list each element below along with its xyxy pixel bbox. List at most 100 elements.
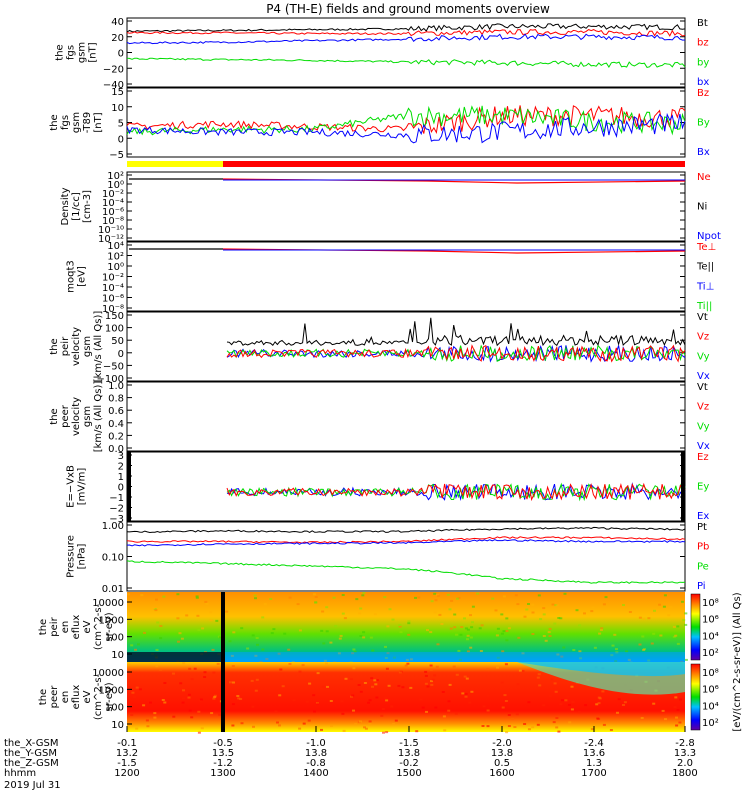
- legend-Ey: Ey: [697, 482, 709, 493]
- xtick-label: 13.8: [398, 748, 420, 759]
- xtick-label: -2.4: [584, 738, 604, 749]
- ytick-label: 10⁻⁶: [102, 294, 124, 305]
- series-Bt: [126, 23, 686, 33]
- svg-text:[nT]: [nT]: [93, 112, 104, 132]
- xtick-label: -2.0: [492, 738, 512, 749]
- series-Pt: [126, 526, 686, 534]
- ytick-label: 0.8: [108, 394, 124, 405]
- svg-text:the: the: [55, 44, 66, 60]
- xtick-label: -1.5: [399, 738, 419, 749]
- ytick-label: 0: [118, 49, 124, 60]
- legend-Te||: Te||: [696, 262, 714, 273]
- series-Pb: [126, 536, 686, 544]
- legend-Vx: Vx: [697, 441, 710, 452]
- panel-pressure: 1.00 0.10 0.01 Pressure [nPa] Pt Pb Pe Pi: [66, 521, 710, 595]
- svg-text:eflux: eflux: [71, 685, 82, 710]
- series-efield-2: [226, 482, 686, 502]
- colorbar-tick: 10⁶: [702, 615, 719, 626]
- series-by: [126, 57, 686, 68]
- xtick-label: 13.5: [212, 748, 234, 759]
- svg-text:the: the: [49, 114, 60, 130]
- legend-Ni: Ni: [697, 202, 707, 213]
- colorbar-tick: 10⁶: [702, 685, 719, 696]
- legend-Vt: Vt: [697, 312, 708, 323]
- svg-text:gsm: gsm: [82, 336, 93, 357]
- peer-eflux-data-gap: [221, 662, 225, 732]
- colorbar-tick: 10²: [702, 718, 719, 729]
- ytick-label: −40: [103, 80, 124, 91]
- svg-text:the: the: [49, 408, 60, 424]
- ylabel-efield: E=−VxB [mV/m]: [66, 465, 88, 508]
- xaxis-row-name: the_Y-GSM: [4, 748, 57, 759]
- legend-Bx: Bx: [697, 147, 710, 158]
- ytick-label: 3: [118, 451, 124, 462]
- legend-Vz: Vz: [697, 402, 709, 413]
- ytick-label: 10⁻¹⁰: [98, 225, 124, 236]
- legend-Ne: Ne: [697, 172, 711, 183]
- xtick-label: -0.5: [213, 738, 233, 749]
- svg-text:Pressure: Pressure: [66, 535, 77, 578]
- ytick-label: 10⁻⁴: [102, 198, 124, 209]
- xtick-label: 13.2: [116, 748, 138, 759]
- ytick-label: 10⁻⁸: [102, 304, 124, 315]
- ylabel-fgs-dsl: the fgs gsm -T89 [nT]: [49, 112, 104, 134]
- peir-eflux-spectrogram: [127, 592, 685, 662]
- ytick-label: 1000: [99, 615, 124, 626]
- ytick-label: 10⁰: [107, 262, 124, 273]
- svg-text:(cm^2-s-: (cm^2-s-: [93, 603, 104, 650]
- panel-fgs-gsm: 40 20 0 −20 −40 the fgs gsm [nT] Bt bz by bx: [55, 17, 710, 91]
- ytick-label: −20: [103, 64, 124, 75]
- xtick-label: -2.8: [675, 738, 695, 749]
- ytick-label: 10⁻²: [102, 189, 124, 200]
- ytick-label: 0: [118, 134, 124, 145]
- ytick-label: 10⁻¹²: [98, 234, 124, 245]
- ytick-label: 100: [105, 324, 124, 335]
- ytick-label: 10²: [107, 171, 124, 182]
- panel-density: 10²10⁰10⁻²10⁻⁴10⁻⁶10⁻⁸10⁻¹⁰10⁻¹²Density[…: [60, 171, 721, 245]
- svg-text:Density: Density: [60, 187, 71, 225]
- svg-text:peer: peer: [49, 685, 60, 709]
- legend-by: by: [697, 57, 709, 68]
- svg-text:E=−VxB: E=−VxB: [66, 465, 77, 508]
- series-peir-velocity-2: [226, 344, 686, 363]
- legend-Ti||: Ti||: [696, 301, 712, 312]
- svg-text:-T89: -T89: [82, 112, 93, 134]
- svg-text:en: en: [60, 691, 71, 704]
- svg-text:velocity: velocity: [71, 327, 82, 366]
- ytick-label: 0.10: [102, 553, 124, 564]
- ytick-label: −1: [109, 493, 124, 504]
- xtick-label: -1.0: [306, 738, 326, 749]
- legend-Pb: Pb: [697, 542, 709, 553]
- chart-title: P4 (TH-E) fields and ground moments over…: [266, 2, 550, 16]
- xtick-label: 1300: [210, 768, 235, 779]
- ytick-label: 10⁴: [107, 241, 124, 252]
- ytick-label: −5: [109, 150, 124, 161]
- svg-text:[km/s (All Qs)]: [km/s (All Qs)]: [93, 311, 104, 383]
- xtick-label: 1700: [581, 768, 606, 779]
- ytick-label: −2: [109, 504, 124, 515]
- ylabel-peer-eflux: the peer en eflux eV (cm^2-s-sr-eV): [38, 673, 115, 720]
- svg-text:eflux: eflux: [71, 615, 82, 640]
- xaxis-row-name: the_Z-GSM: [4, 758, 59, 769]
- ytick-label: 10²: [107, 252, 124, 263]
- xtick-label: 2.0: [677, 758, 693, 769]
- legend-Bt: Bt: [697, 18, 708, 29]
- svg-text:[cm-3]: [cm-3]: [82, 190, 93, 223]
- colorbar-1: [690, 593, 701, 661]
- ylabel-pressure: Pressure [nPa]: [66, 535, 88, 578]
- legend-Vx: Vx: [697, 371, 710, 382]
- svg-text:gsm: gsm: [71, 112, 82, 133]
- ytick-label: 150: [105, 311, 124, 322]
- ytick-label: 0.2: [108, 431, 124, 442]
- svg-text:[eV/(cm^2-s-sr-eV)] (All Qs): [eV/(cm^2-s-sr-eV)] (All Qs): [732, 592, 743, 731]
- xtick-label: 1.3: [586, 758, 602, 769]
- xtick-label: -0.8: [306, 758, 326, 769]
- ytick-label: 10: [111, 650, 124, 661]
- ytick-label: 10⁻⁴: [102, 283, 124, 294]
- svg-text:[nT]: [nT]: [88, 42, 99, 62]
- ylabel-fgs-gsm: the fgs gsm [nT]: [55, 42, 99, 63]
- ytick-label: 10000: [92, 598, 124, 609]
- colorbar-tick: 10⁴: [702, 631, 719, 642]
